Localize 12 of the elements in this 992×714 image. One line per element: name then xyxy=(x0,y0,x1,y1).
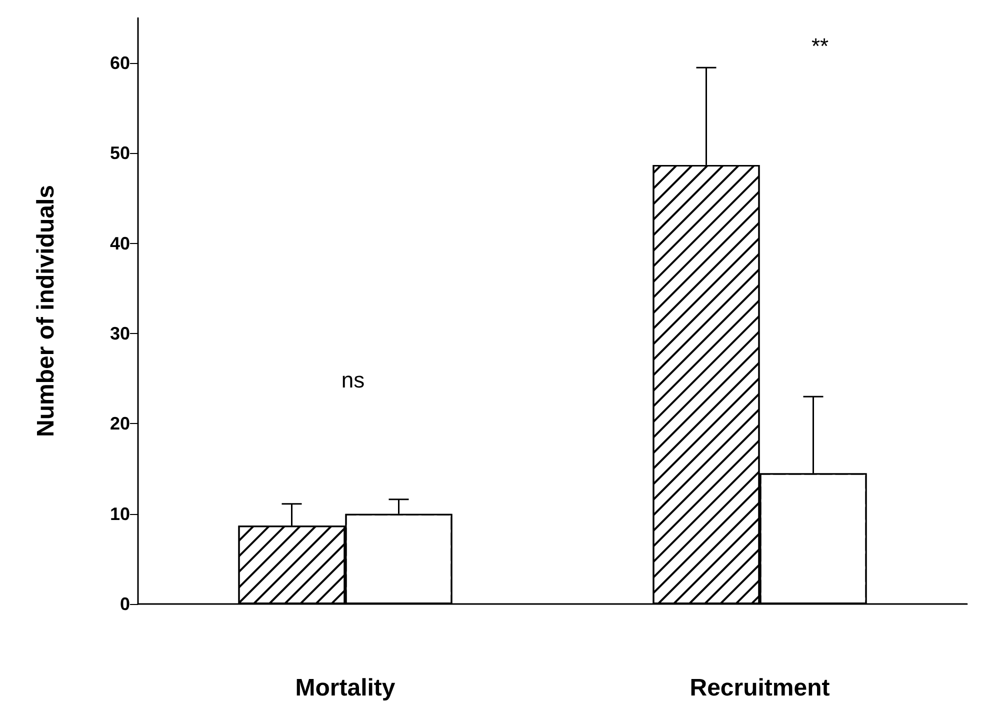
y-tick-label: 40 xyxy=(110,233,130,254)
annotation: ** xyxy=(811,34,829,58)
x-tick-label: Mortality xyxy=(295,674,396,702)
y-tick-label: 60 xyxy=(110,53,130,74)
y-tick-label: 30 xyxy=(110,324,130,344)
x-tick-label: Recruitment xyxy=(690,674,830,702)
y-tick-label: 10 xyxy=(110,504,130,524)
y-tick-label: 0 xyxy=(120,594,130,614)
annotation: ns xyxy=(341,368,365,392)
y-tick-label: 50 xyxy=(110,143,130,164)
y-tick-label: 20 xyxy=(110,414,130,434)
y-axis-title: Number of individuals xyxy=(32,184,60,438)
